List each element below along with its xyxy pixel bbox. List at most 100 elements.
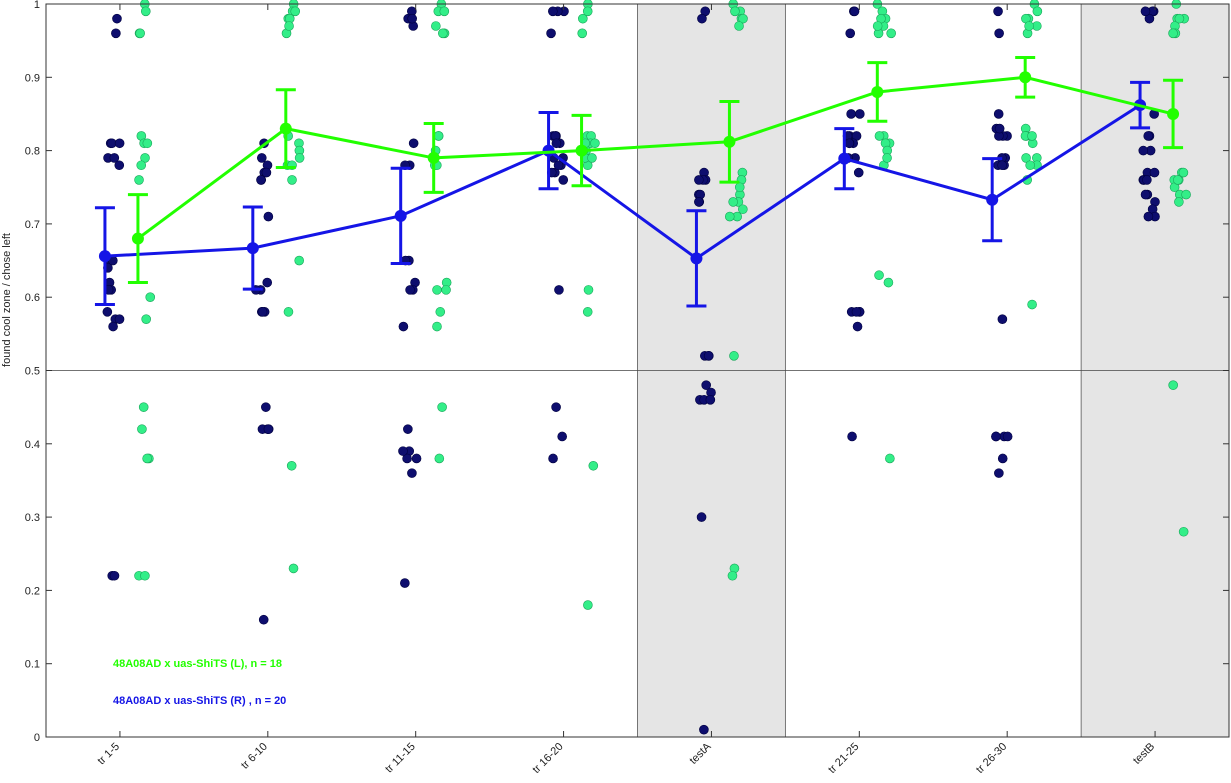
- y-tick-label-3: 0.3: [25, 512, 40, 524]
- mean-point-0-3: [575, 144, 588, 157]
- point-series1-cat4-9: [701, 380, 711, 390]
- point-series1-cat0-12: [108, 321, 118, 332]
- point-series0-cat1-11: [288, 563, 299, 574]
- point-series0-cat1-12: [290, 6, 301, 17]
- point-series1-cat1-16: [256, 175, 266, 185]
- x-tick-label-3: tr 16-20: [530, 741, 565, 776]
- point-series1-cat1-18: [263, 424, 274, 434]
- point-series1-cat2-14: [407, 13, 417, 24]
- point-series0-cat2-2: [431, 21, 441, 31]
- point-series1-cat0-0: [112, 13, 122, 24]
- point-series1-cat3-12: [557, 431, 567, 442]
- point-series1-cat0-1: [111, 28, 121, 39]
- y-tick-label-5: 0.5: [25, 366, 40, 378]
- point-series1-cat6-19: [994, 123, 1005, 134]
- point-series1-cat4-14: [699, 724, 709, 735]
- mean-point-0-0: [131, 232, 144, 245]
- point-series1-cat3-11: [551, 402, 561, 412]
- series-line-1: [104, 103, 1141, 261]
- x-tick-label-1: tr 6-10: [239, 741, 270, 772]
- point-series1-cat5-15: [844, 138, 855, 149]
- mean-point-0-4: [723, 135, 736, 148]
- point-series0-cat0-7: [145, 292, 156, 303]
- point-series0-cat4-13: [730, 6, 740, 17]
- point-series0-cat6-16: [1021, 153, 1031, 163]
- point-series0-cat1-7: [287, 175, 297, 185]
- series-layer: [94, 56, 1184, 308]
- point-series1-cat7-19: [1140, 6, 1151, 17]
- point-series0-cat5-12: [885, 453, 895, 464]
- point-series1-cat3-17: [553, 160, 564, 171]
- point-series1-cat2-11: [411, 453, 422, 464]
- point-series1-cat6-18: [991, 431, 1001, 442]
- point-series0-cat2-5: [433, 131, 444, 141]
- point-series1-cat7-14: [1143, 131, 1154, 141]
- point-series1-cat0-16: [109, 153, 120, 163]
- point-series1-cat4-19: [694, 197, 704, 207]
- point-series0-cat7-15: [1178, 167, 1189, 178]
- y-tick-label-1: 0.1: [25, 659, 40, 671]
- point-series0-cat3-16: [587, 153, 597, 163]
- point-series1-cat6-13: [997, 453, 1008, 464]
- point-series0-cat0-14: [140, 570, 150, 581]
- point-series1-cat2-8: [398, 321, 409, 332]
- point-series1-cat1-15: [261, 167, 272, 178]
- point-series1-cat2-13: [400, 578, 410, 588]
- point-series1-cat1-19: [257, 307, 268, 317]
- point-series1-cat1-10: [261, 402, 271, 412]
- point-series1-cat0-19: [114, 314, 125, 324]
- series-line-0: [137, 75, 1174, 240]
- point-series0-cat3-9: [583, 285, 594, 295]
- point-series1-cat6-2: [993, 109, 1004, 119]
- point-series0-cat4-15: [734, 182, 745, 193]
- point-series0-cat1-17: [284, 21, 294, 31]
- mean-point-1-5: [838, 152, 851, 165]
- point-series0-cat2-12: [437, 402, 447, 412]
- point-series0-cat6-17: [1025, 160, 1035, 171]
- point-series1-cat0-5: [114, 160, 125, 171]
- legend-entry-right: 48A08AD x uas-ShiTS (R) , n = 20: [113, 695, 286, 707]
- point-series1-cat6-17: [997, 160, 1007, 171]
- x-tick-label-4: testA: [687, 740, 714, 767]
- mean-point-1-1: [246, 242, 259, 255]
- point-series0-cat6-1: [1032, 6, 1043, 17]
- y-tick-label-10: 1: [34, 0, 40, 11]
- mean-point-1-0: [98, 250, 111, 263]
- point-series0-cat0-1: [140, 6, 151, 17]
- y-tick-label-7: 0.7: [25, 219, 40, 231]
- point-series1-cat4-13: [696, 512, 707, 522]
- point-series1-cat2-17: [405, 285, 415, 295]
- point-series1-cat6-1: [994, 28, 1004, 39]
- point-series1-cat2-19: [398, 446, 408, 456]
- point-series0-cat4-9: [724, 211, 735, 222]
- point-series0-cat7-16: [1172, 175, 1183, 185]
- point-series0-cat7-12: [1168, 380, 1178, 390]
- point-series0-cat6-14: [1024, 21, 1034, 31]
- y-axis-label: found cool zone / chose left: [1, 233, 13, 367]
- point-series1-cat7-15: [1138, 145, 1149, 156]
- point-series0-cat2-8: [432, 285, 442, 295]
- point-series0-cat0-12: [142, 453, 152, 464]
- point-series0-cat3-6: [590, 138, 600, 149]
- point-series0-cat2-13: [434, 453, 445, 464]
- point-series1-cat7-2: [1144, 13, 1155, 24]
- mean-point-0-5: [871, 85, 884, 98]
- point-series0-cat1-8: [294, 255, 304, 266]
- point-series1-cat6-12: [1002, 431, 1013, 442]
- point-series0-cat0-15: [136, 160, 147, 171]
- point-series1-cat6-0: [993, 6, 1003, 17]
- point-series0-cat3-13: [582, 6, 593, 17]
- point-series1-cat1-1: [256, 153, 267, 163]
- point-series1-cat4-18: [705, 395, 716, 405]
- x-tick-label-6: tr 26-30: [974, 741, 1009, 776]
- point-series0-cat4-10: [729, 351, 739, 361]
- point-series0-cat7-13: [1178, 526, 1189, 537]
- point-series0-cat3-11: [588, 460, 599, 471]
- point-series1-cat5-18: [849, 6, 860, 17]
- point-series0-cat4-12: [727, 570, 738, 581]
- point-series0-cat0-9: [138, 402, 149, 412]
- point-series1-cat7-17: [1142, 175, 1152, 185]
- point-series0-cat2-14: [439, 6, 450, 17]
- point-series0-cat2-10: [435, 307, 446, 317]
